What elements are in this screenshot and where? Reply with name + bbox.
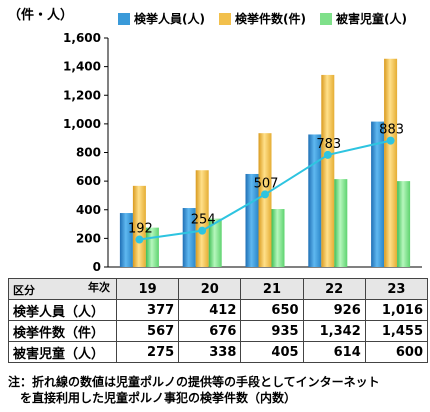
- bar-arrested-cases: [321, 74, 335, 268]
- bar-arrested-cases: [195, 170, 209, 267]
- table-cell: 650: [240, 299, 304, 321]
- y-tick-label: 1,000: [63, 117, 101, 131]
- legend-swatch-child-victims: [319, 12, 332, 25]
- legend-label-arrested-cases: 検挙件数(件): [234, 12, 306, 26]
- table-row-header: 検挙件数（件）: [8, 320, 117, 342]
- bar-line-chart: 0 200 400 600 800 1,000 1,200 1,400 1,600 192 254…: [63, 31, 422, 274]
- legend-item-arrested-cases: 検挙件数(件): [218, 10, 306, 27]
- table-cell: 377: [115, 299, 180, 321]
- y-axis-unit-label: （件・人）: [8, 8, 74, 23]
- bar-arrested-cases: [258, 133, 272, 267]
- table-col-header: 23: [364, 278, 429, 300]
- table-cell: 935: [240, 320, 304, 342]
- table-cell: 275: [115, 341, 180, 363]
- table-cell: 676: [178, 320, 242, 342]
- line-data-label: 883: [379, 123, 404, 138]
- table-row: 検挙件数（件） 567 676 935 1,342 1,455: [8, 320, 429, 342]
- line-point: [135, 235, 144, 244]
- legend-label-arrested-persons: 検挙人員(人): [134, 12, 205, 26]
- legend-swatch-arrested-persons: [118, 12, 130, 25]
- table-cell: 600: [364, 341, 429, 363]
- y-tick-label: 1,600: [63, 31, 101, 45]
- table-col-header: 21: [240, 278, 304, 300]
- line-data-label: 783: [316, 137, 341, 152]
- table-row-header: 検挙人員（人）: [8, 299, 117, 321]
- table-cell: 926: [302, 299, 366, 321]
- table-cell: 567: [115, 320, 180, 342]
- bar-child-victims: [208, 218, 222, 267]
- footnote-line-2: を直接利用した児童ポルノ事犯の検挙件数（内数）: [8, 391, 297, 405]
- table-row: 検挙人員（人） 377 412 650 926 1,016: [8, 299, 429, 321]
- line-point: [386, 136, 395, 145]
- bar-arrested-cases: [132, 185, 146, 267]
- table-cell: 1,016: [364, 299, 429, 321]
- chart-legend: 検挙人員(人) 検挙件数(件) 被害児童(人): [118, 10, 407, 27]
- bar-child-victims: [334, 179, 348, 267]
- bar-arrested-cases: [384, 58, 398, 267]
- footnote-line-1: 注：折れ線の数値は児童ポルノの提供等の手段としてインターネット: [8, 375, 380, 389]
- line-point: [323, 150, 332, 159]
- bar-child-victims: [271, 209, 285, 267]
- line-data-label: 507: [254, 176, 279, 191]
- y-tick-label: 1,200: [63, 88, 101, 102]
- table-col-header: 20: [178, 278, 242, 300]
- legend-item-child-victims: 被害児童(人): [319, 10, 407, 27]
- table-cell: 412: [178, 299, 242, 321]
- y-tick-label: 600: [76, 174, 101, 188]
- bar-arrested-persons: [371, 121, 385, 268]
- y-tick-label: 200: [76, 231, 101, 245]
- y-tick-label: 1,400: [63, 60, 101, 74]
- table-cell: 405: [240, 341, 304, 363]
- chart-line: 192 254 507 783 883: [128, 123, 404, 244]
- legend-swatch-arrested-cases: [218, 12, 231, 25]
- data-table: 年次 区分 19 20 21 22 23 検挙人員（人） 377 412 650…: [8, 278, 429, 363]
- line-point: [198, 226, 207, 235]
- legend-item-arrested-persons: 検挙人員(人): [118, 10, 205, 27]
- line-point: [261, 190, 269, 199]
- line-data-label: 192: [128, 222, 153, 237]
- chart-bars: [119, 58, 411, 268]
- bar-arrested-persons: [119, 213, 133, 267]
- table-corner-cell: 年次 区分: [8, 278, 117, 300]
- footnote: 注：折れ線の数値は児童ポルノの提供等の手段としてインターネット を直接利用した児…: [8, 374, 428, 406]
- chart-axes: 0 200 400 600 800 1,000 1,200 1,400 1,600: [63, 31, 422, 274]
- bar-arrested-persons: [182, 208, 196, 267]
- legend-label-child-victims: 被害児童(人): [335, 12, 407, 26]
- bar-arrested-persons: [308, 134, 322, 267]
- table-col-header: 22: [302, 278, 366, 300]
- table-cell: 1,342: [302, 320, 366, 342]
- table-col-header: 19: [115, 278, 180, 300]
- bar-child-victims: [397, 181, 411, 267]
- table-row-header: 被害児童（人）: [8, 341, 117, 363]
- line-data-label: 254: [191, 213, 216, 228]
- bar-arrested-persons: [245, 173, 259, 267]
- y-tick-label: 0: [93, 260, 101, 274]
- table-cell: 614: [302, 341, 366, 363]
- table-header-row: 年次 区分 19 20 21 22 23: [8, 278, 429, 300]
- corner-label-year: 年次: [88, 281, 110, 294]
- table-cell: 338: [178, 341, 242, 363]
- y-tick-label: 400: [76, 203, 101, 217]
- corner-label-category: 区分: [13, 284, 35, 297]
- table-cell: 1,455: [364, 320, 429, 342]
- y-tick-label: 800: [76, 146, 101, 160]
- table-row: 被害児童（人） 275 338 405 614 600: [8, 341, 429, 363]
